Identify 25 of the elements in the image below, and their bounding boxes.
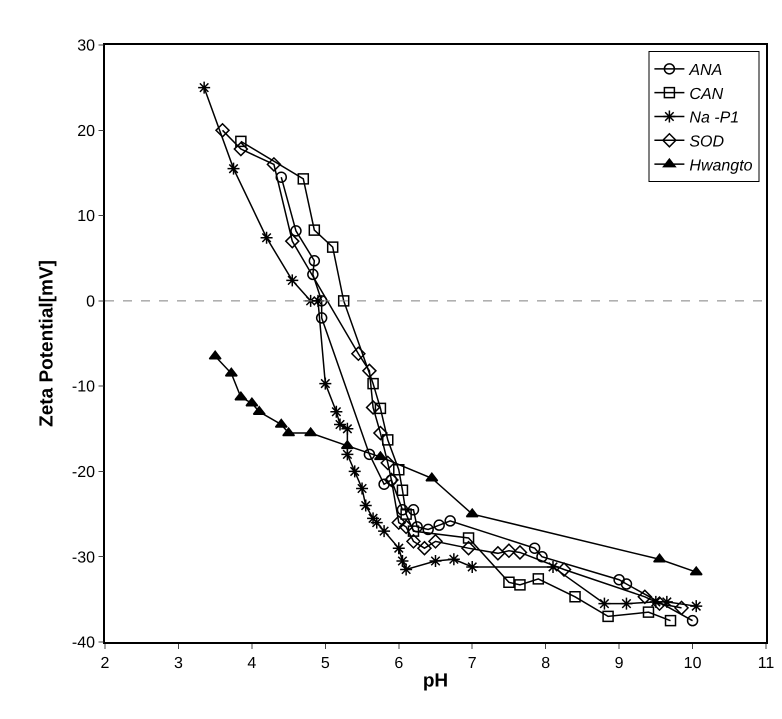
y-tick-label: 10	[77, 208, 96, 226]
x-axis-title: pH	[422, 670, 448, 692]
x-tick-label: 11	[758, 654, 774, 672]
x-tick-label: 4	[247, 654, 256, 672]
y-tick-label: 30	[77, 38, 96, 55]
y-tick-label: 0	[86, 293, 96, 310]
x-tick-label: 10	[684, 654, 702, 672]
legend-label: SOD	[689, 134, 725, 151]
legend-label: CAN	[689, 86, 724, 103]
legend-label: Hwangto	[689, 157, 753, 174]
x-tick-label: 2	[100, 654, 110, 672]
y-axis-title: Zeta Potential[mV]	[36, 260, 58, 427]
y-tick-label: -30	[72, 549, 96, 566]
x-tick-label: 8	[541, 654, 550, 672]
x-tick-label: 9	[614, 654, 624, 672]
y-tick-label: -40	[72, 634, 96, 652]
x-tick-label: 3	[174, 654, 183, 672]
x-tick-label: 7	[468, 654, 477, 672]
y-tick-label: -10	[72, 378, 96, 396]
y-tick-label: 20	[77, 122, 96, 140]
y-tick-label: -20	[72, 464, 96, 482]
legend-label: ANA	[688, 62, 722, 80]
x-tick-label: 5	[320, 654, 330, 672]
x-tick-label: 6	[394, 654, 404, 672]
legend-label: Na -P1	[689, 110, 740, 127]
